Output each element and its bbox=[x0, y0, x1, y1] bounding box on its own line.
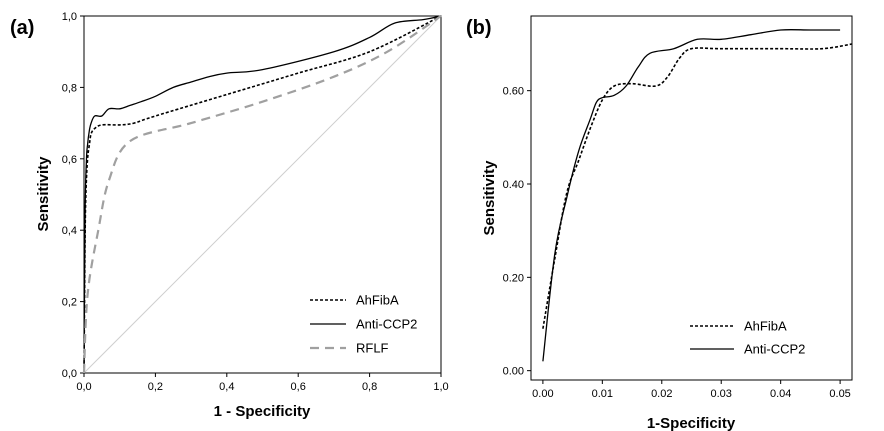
panel-label: (b) bbox=[466, 17, 492, 39]
x-tick-label: 0,0 bbox=[76, 381, 91, 393]
x-tick-label: 0,6 bbox=[291, 381, 306, 393]
legend: AhFibA Anti-CCP2 bbox=[690, 319, 805, 357]
y-tick-label: 0.60 bbox=[503, 86, 524, 98]
x-tick-label: 0,4 bbox=[219, 381, 234, 393]
series-line-rflf bbox=[82, 15, 442, 374]
y-axis-label: Sensitivity bbox=[481, 160, 498, 236]
legend-label: AhFibA bbox=[744, 319, 787, 334]
y-tick-label: 0,2 bbox=[62, 297, 77, 309]
x-tick-label: 0.04 bbox=[770, 388, 791, 400]
y-axis-label: Sensitivity bbox=[35, 156, 52, 232]
y-tick-label: 0.40 bbox=[503, 179, 524, 191]
series-group bbox=[82, 15, 442, 374]
panel-b: 0.00 0.01 0.02 0.03 0.04 0.05 0.00 0.20 0.40 0.60… bbox=[466, 15, 853, 431]
series-group bbox=[542, 28, 853, 362]
legend-label: Anti-CCP2 bbox=[744, 342, 805, 357]
x-tick-label: 0.02 bbox=[651, 388, 672, 400]
x-tick-label: 0.01 bbox=[592, 388, 613, 400]
reference-diagonal bbox=[83, 15, 442, 374]
series-line-anti-ccp2 bbox=[542, 28, 841, 362]
plot-frame bbox=[530, 15, 853, 381]
legend-label: AhFibA bbox=[356, 293, 399, 308]
x-tick-label: 0.00 bbox=[532, 388, 553, 400]
panel-a: 0,0 0,2 0,4 0,6 0,8 1,0 0,0 0,2 0,4 0,6 0,8 1,0 AhFi… bbox=[10, 11, 449, 420]
y-tick-label: 1,0 bbox=[62, 11, 77, 23]
x-tick-label: 0.03 bbox=[711, 388, 732, 400]
series-line-anti-ccp2 bbox=[83, 15, 442, 374]
series-line-ahfiba bbox=[542, 43, 853, 329]
x-axis-label: 1-Specificity bbox=[647, 415, 736, 431]
plot-frame bbox=[83, 15, 442, 374]
x-tick-label: 0,2 bbox=[148, 381, 163, 393]
x-tick-label: 1,0 bbox=[433, 381, 448, 393]
legend-label: Anti-CCP2 bbox=[356, 317, 417, 332]
x-tick-label: 0.05 bbox=[829, 388, 850, 400]
legend: AhFibA Anti-CCP2 RFLF bbox=[310, 293, 417, 356]
y-tick-label: 0,0 bbox=[62, 368, 77, 380]
y-tick-label: 0.00 bbox=[503, 366, 524, 378]
y-tick-label: 0,4 bbox=[62, 225, 77, 237]
x-tick-label: 0,8 bbox=[362, 381, 377, 393]
legend-label: RFLF bbox=[356, 341, 389, 356]
y-tick-label: 0,6 bbox=[62, 154, 77, 166]
x-axis-label: 1 - Specificity bbox=[214, 403, 311, 420]
y-tick-label: 0,8 bbox=[62, 82, 77, 94]
y-tick-label: 0.20 bbox=[503, 272, 524, 284]
panel-label: (a) bbox=[10, 17, 34, 39]
